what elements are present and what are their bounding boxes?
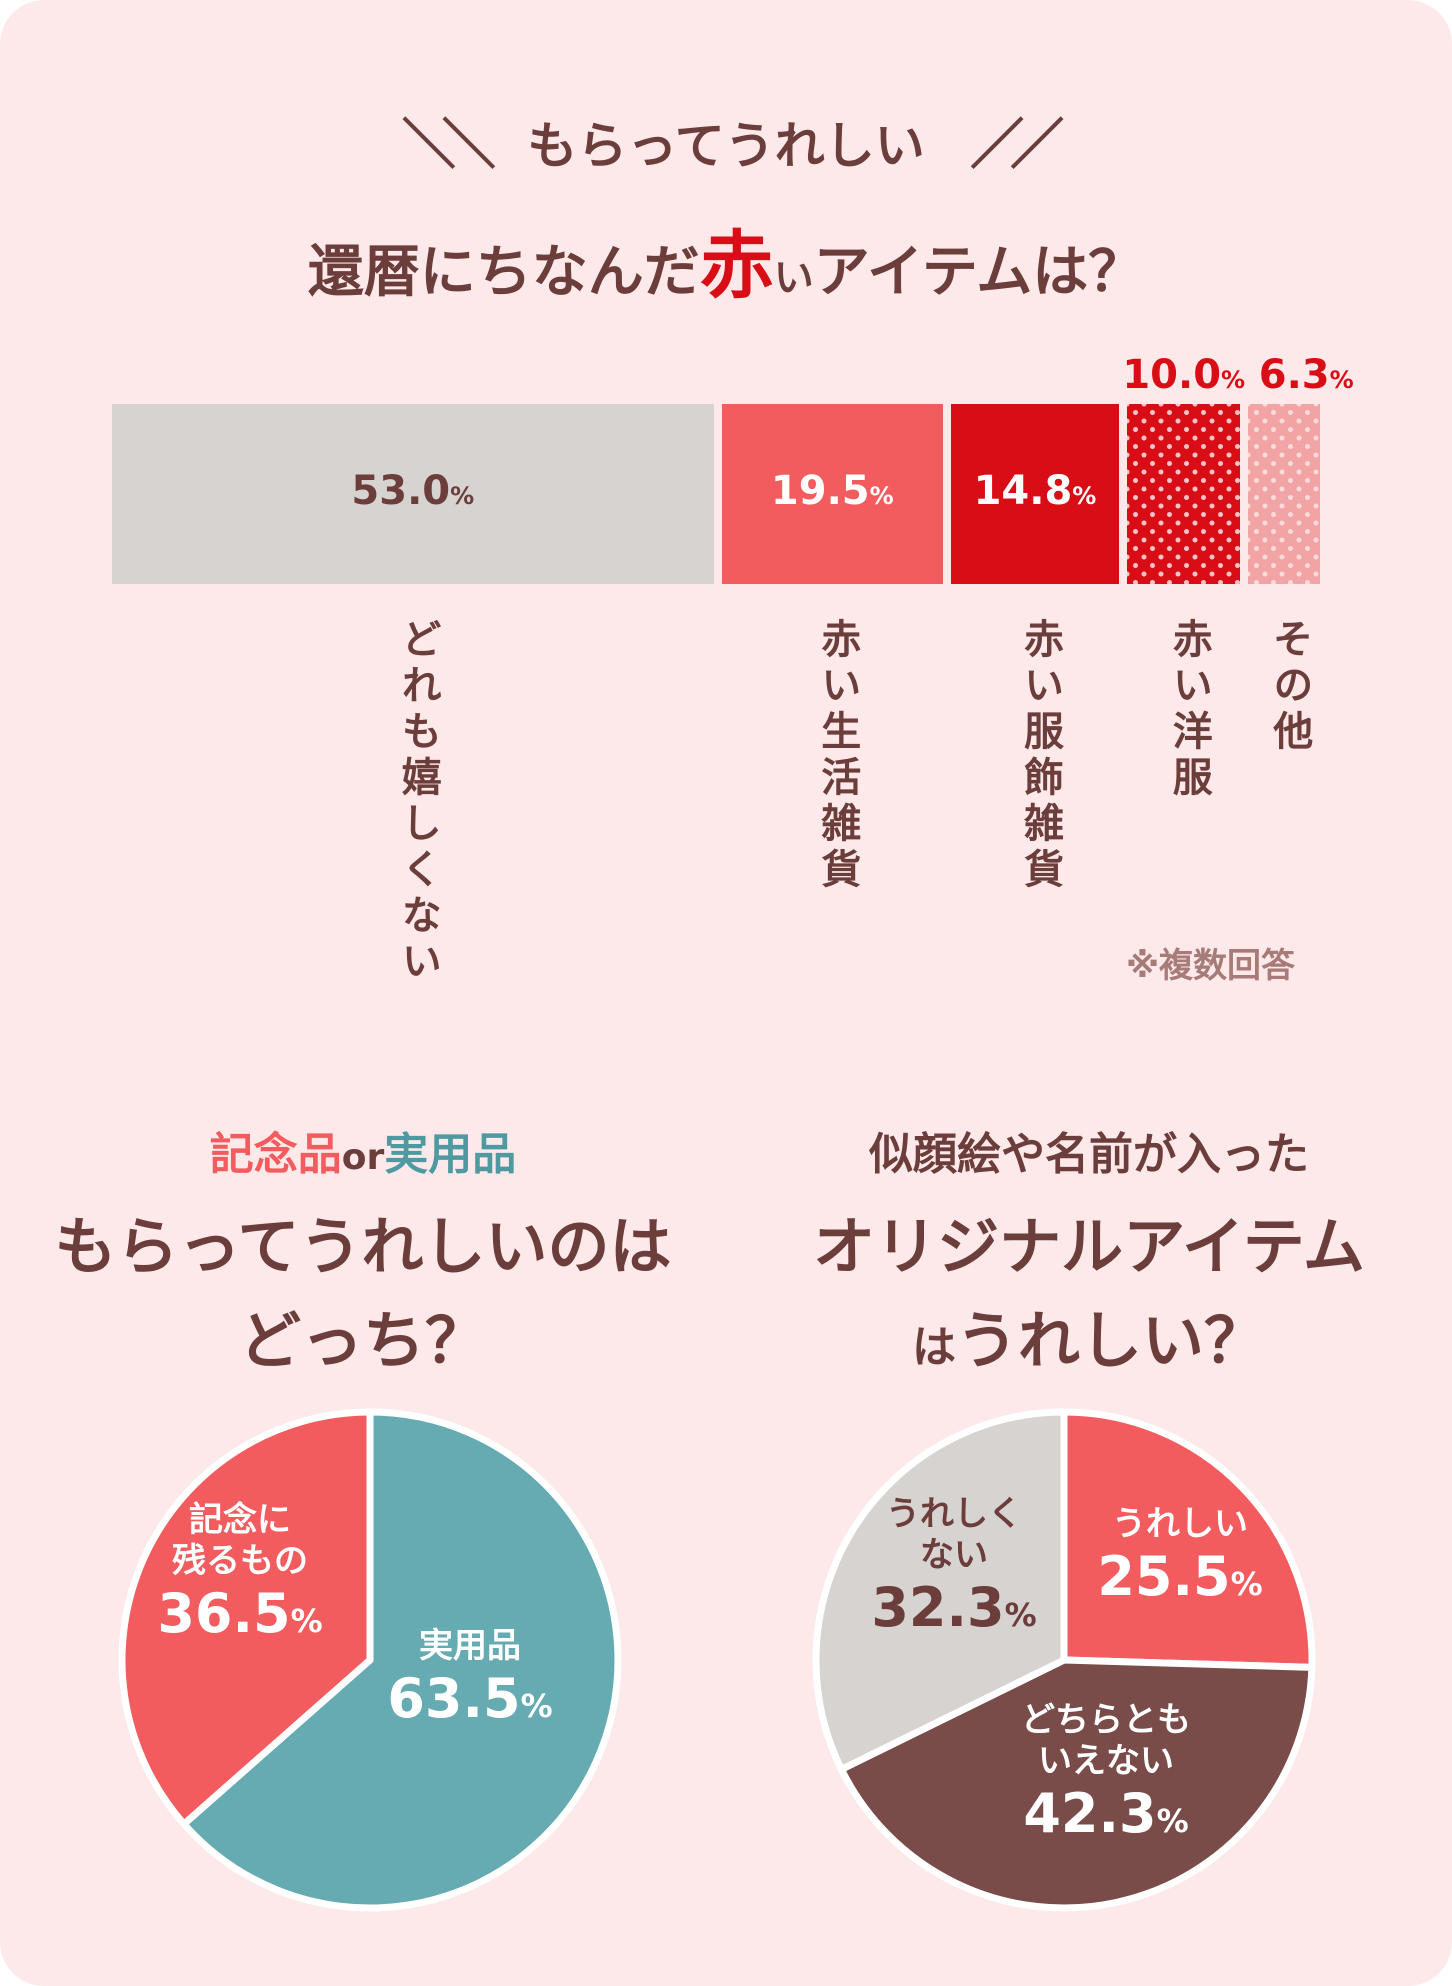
page-title: 還暦にちなんだ赤いアイテムは？: [0, 206, 1452, 313]
bar-value-label: 19.5%: [770, 468, 894, 514]
pie-slice-label: うれしく ない 32.3%: [804, 1494, 1104, 1640]
header-subtitle-row: ＼＼ もらってうれしい ／／: [0, 100, 1452, 179]
pie-slice: [180, 1408, 622, 1912]
pie1-subtitle-or: or: [341, 1137, 385, 1178]
pie2-title-line1: オリジナルアイテム: [813, 1210, 1365, 1283]
pie2-title-line2: うれしい？: [955, 1304, 1266, 1377]
pie2-subtitle: 似顔絵や名前が入った: [869, 1129, 1309, 1180]
pie1-subtitle-a: 記念品: [209, 1129, 342, 1180]
title-red: 赤: [699, 223, 774, 309]
title-pre: 還暦にちなんだ: [307, 240, 700, 305]
pie1-title-line1: もらってうれしいのは: [54, 1210, 672, 1283]
pie-slice-name: 実用品: [419, 1626, 521, 1666]
pie-slice-name: 残るもの: [172, 1540, 308, 1581]
bar-value-label: 10.0%: [1122, 352, 1246, 398]
pie-slice-label: 実用品 63.5%: [320, 1626, 620, 1732]
pie-slice-label: 記念に 残るもの 36.5%: [90, 1500, 390, 1646]
pie-slice-name: 記念に: [189, 1500, 291, 1540]
title-post: アイテムは？: [813, 240, 1145, 305]
pie-slice-name: うれしく: [886, 1494, 1022, 1534]
title-small: い: [773, 255, 814, 301]
pie-slice-value: 25.5%: [1097, 1544, 1263, 1608]
pie1-title-line2: どっち？: [238, 1304, 487, 1377]
pie-slice: [812, 1408, 1068, 1773]
bar-segment: [950, 404, 1119, 584]
pie-slice-value: 42.3%: [1023, 1781, 1189, 1845]
pie-slice-name: うれしい: [1112, 1504, 1248, 1544]
pie1-title: もらってうれしいのは どっち？: [0, 1200, 726, 1388]
pie-slice-value: 36.5%: [157, 1581, 323, 1645]
footnote: ※複数回答: [1126, 946, 1296, 986]
pie1-subtitle-b: 実用品: [384, 1129, 517, 1180]
bar-segment: [1248, 404, 1320, 584]
bar-segment: [721, 404, 943, 584]
pie-slice-name: いえない: [1038, 1740, 1174, 1781]
slash-left-icon: ＼＼: [401, 113, 496, 176]
pie2-title: オリジナルアイテム はうれしい？: [726, 1200, 1452, 1395]
pie2-title-small: は: [911, 1322, 956, 1373]
bar-segment: [1126, 404, 1241, 584]
bar-value-label: 6.3%: [1258, 352, 1354, 398]
bar-segment: [112, 404, 714, 584]
pie-slice-value: 32.3%: [871, 1575, 1037, 1639]
pie-slice-label: うれしい 25.5%: [1030, 1504, 1330, 1610]
bar-value-label: 14.8%: [973, 468, 1097, 514]
pie-slice: [118, 1408, 374, 1828]
pie1-subtitle: 記念品or実用品: [0, 1118, 726, 1182]
pie-slice-name: どちらとも: [1021, 1700, 1191, 1740]
slash-right-icon: ／／: [970, 113, 1064, 176]
bar-value-label: 53.0%: [351, 468, 475, 514]
bar-category-label: 赤い生活雑貨: [814, 618, 861, 894]
pie-slice-name: ない: [920, 1534, 988, 1575]
pie-slice-label: どちらとも いえない 42.3%: [956, 1700, 1256, 1846]
pie-slice: [837, 1656, 1316, 1912]
bar-category-label: どれも嬉しくない: [394, 618, 441, 986]
header-subtitle: もらってうれしい: [527, 117, 925, 175]
bar-category-label: 赤い服飾雑貨: [1016, 618, 1063, 894]
pie-slice-value: 63.5%: [387, 1666, 553, 1730]
bar-category-label: 赤い洋服: [1165, 618, 1212, 802]
bar-category-label: その他: [1266, 618, 1313, 756]
pie-slice: [1060, 1408, 1316, 1671]
